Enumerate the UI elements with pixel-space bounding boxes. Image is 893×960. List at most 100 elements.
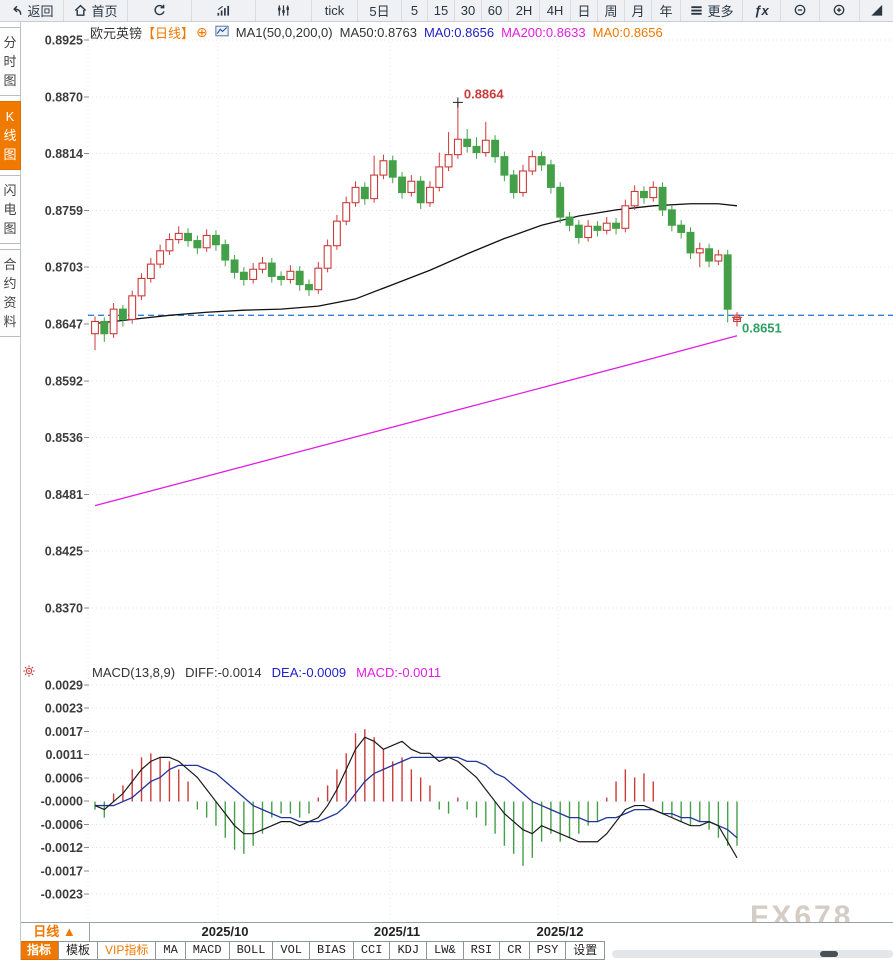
- kline-chart-button[interactable]: [256, 0, 312, 21]
- svg-text:0.8592: 0.8592: [45, 374, 83, 388]
- tab-indicators[interactable]: 指标: [19, 941, 60, 960]
- tab-vol[interactable]: VOL: [272, 941, 311, 960]
- draw-tool-button[interactable]: [860, 0, 893, 21]
- draw-tool-icon: [869, 3, 885, 18]
- svg-text:0.0017: 0.0017: [45, 725, 83, 739]
- interval-30m-button[interactable]: 30: [455, 0, 482, 21]
- svg-text:0.8925: 0.8925: [45, 34, 83, 48]
- svg-text:0.8651: 0.8651: [742, 320, 782, 335]
- back-button[interactable]: 返回: [0, 0, 64, 21]
- zoom-in-button[interactable]: [820, 0, 860, 21]
- tab-vip-indicators[interactable]: VIP指标: [97, 941, 157, 960]
- symbol-name: 欧元英镑: [90, 26, 143, 41]
- menu-icon: [689, 3, 704, 18]
- svg-text:-0.0006: -0.0006: [41, 818, 83, 832]
- xaxis-row: 日线 ▲ 2025/10 2025/11 2025/12: [20, 922, 893, 941]
- svg-text:0.0029: 0.0029: [45, 679, 83, 693]
- sidebar-tab-kline[interactable]: K线图: [0, 101, 21, 170]
- tab-macd[interactable]: MACD: [184, 941, 230, 960]
- ma0-orange-value-label: MA0:0.8656: [592, 25, 663, 40]
- xaxis-date-nov: 2025/11: [373, 924, 421, 939]
- interval-5d-button[interactable]: 5日: [358, 0, 402, 21]
- tab-cr[interactable]: CR: [499, 941, 530, 960]
- tab-boll[interactable]: BOLL: [228, 941, 274, 960]
- interval-2h-button[interactable]: 2H: [509, 0, 540, 21]
- refresh-button[interactable]: [128, 0, 192, 21]
- svg-text:0.8870: 0.8870: [45, 90, 83, 104]
- svg-text:-0.0023: -0.0023: [41, 888, 83, 902]
- home-icon: [73, 3, 88, 18]
- tab-rsi[interactable]: RSI: [462, 941, 501, 960]
- svg-text:0.0011: 0.0011: [45, 748, 83, 762]
- indicator-settings-icon[interactable]: [22, 664, 36, 683]
- tab-cci[interactable]: CCI: [352, 941, 391, 960]
- tab-psy[interactable]: PSY: [528, 941, 567, 960]
- interval-week-button[interactable]: 周: [598, 0, 625, 21]
- zoom-out-icon: [793, 3, 808, 18]
- svg-text:-0.0017: -0.0017: [41, 864, 83, 878]
- home-button[interactable]: 首页: [64, 0, 128, 21]
- period-selector[interactable]: 日线 ▲: [20, 923, 90, 941]
- tab-ma[interactable]: MA: [155, 941, 186, 960]
- macd-value-label: MACD:-0.0011: [356, 665, 442, 680]
- svg-text:0.8481: 0.8481: [45, 488, 83, 502]
- interval-60m-button[interactable]: 60: [482, 0, 509, 21]
- scrollbar-thumb[interactable]: [820, 951, 838, 957]
- trend-chart-icon: [216, 3, 231, 18]
- tab-kdj[interactable]: KDJ: [389, 941, 428, 960]
- svg-text:0.0006: 0.0006: [45, 771, 83, 785]
- trend-chart-button[interactable]: [192, 0, 256, 21]
- svg-text:0.8814: 0.8814: [45, 147, 83, 161]
- svg-text:0.8647: 0.8647: [45, 318, 83, 332]
- interval-5m-button[interactable]: 5: [402, 0, 428, 21]
- top-toolbar: 返回 首页 tick 5日 5 15 30 60 2H 4H 日 周 月 年 更…: [0, 0, 893, 22]
- macd-diff-label: DIFF:-0.0014: [185, 665, 262, 680]
- svg-text:0.8425: 0.8425: [45, 545, 83, 559]
- chart-header: 欧元英镑 【日线】 ⊕ MA1(50,0,200,0) MA50:0.8763 MA…: [90, 23, 663, 42]
- svg-text:-0.0000: -0.0000: [41, 795, 83, 809]
- more-menu-button[interactable]: 更多: [681, 0, 743, 21]
- period-label: 【日线】: [142, 26, 195, 41]
- svg-text:0.8536: 0.8536: [45, 431, 83, 445]
- xaxis-date-dec: 2025/12: [536, 924, 584, 939]
- tab-bias[interactable]: BIAS: [309, 941, 354, 960]
- ma50-value-label: MA50:0.8763: [339, 25, 417, 40]
- interval-month-button[interactable]: 月: [625, 0, 652, 21]
- interval-tick-button[interactable]: tick: [312, 0, 358, 21]
- horizontal-scrollbar[interactable]: [612, 950, 893, 958]
- fx-function-icon: ƒx: [754, 3, 769, 18]
- indicator-formula-button[interactable]: ƒx: [743, 0, 781, 21]
- mini-chart-icon[interactable]: [215, 24, 229, 41]
- svg-text:0.0023: 0.0023: [45, 702, 83, 716]
- back-icon: [9, 3, 24, 18]
- zoom-in-icon: [832, 3, 847, 18]
- left-sidebar: 分时图 K线图 闪电图 合约资料: [0, 22, 21, 960]
- svg-text:0.8370: 0.8370: [45, 602, 83, 616]
- zoom-out-button[interactable]: [781, 0, 820, 21]
- svg-text:0.8759: 0.8759: [45, 204, 83, 218]
- interval-15m-button[interactable]: 15: [428, 0, 455, 21]
- kline-sliders-icon: [276, 3, 291, 18]
- macd-dea-label: DEA:-0.0009: [271, 665, 347, 680]
- interval-4h-button[interactable]: 4H: [540, 0, 571, 21]
- sidebar-tab-contract-info[interactable]: 合约资料: [0, 249, 21, 337]
- macd-formula-label: MACD(13,8,9): [92, 665, 176, 680]
- macd-header: MACD(13,8,9) DIFF:-0.0014 DEA:-0.0009 MA…: [92, 665, 441, 680]
- add-indicator-icon[interactable]: ⊕: [196, 24, 208, 40]
- interval-day-button[interactable]: 日: [571, 0, 598, 21]
- ma-formula-label: MA1(50,0,200,0): [235, 25, 333, 40]
- tab-settings[interactable]: 设置: [565, 941, 606, 960]
- ma0-blue-value-label: MA0:0.8656: [423, 25, 495, 40]
- svg-text:0.8864: 0.8864: [464, 86, 505, 101]
- tab-templates[interactable]: 模板: [58, 941, 99, 960]
- sidebar-tab-time-share[interactable]: 分时图: [0, 27, 21, 96]
- svg-text:0.8703: 0.8703: [45, 261, 83, 275]
- sidebar-tab-lightning[interactable]: 闪电图: [0, 175, 21, 244]
- svg-text:-0.0012: -0.0012: [41, 841, 83, 855]
- ma200-value-label: MA200:0.8633: [501, 25, 586, 40]
- tab-lw[interactable]: LW&: [426, 941, 464, 960]
- interval-year-button[interactable]: 年: [652, 0, 681, 21]
- refresh-icon: [152, 3, 167, 18]
